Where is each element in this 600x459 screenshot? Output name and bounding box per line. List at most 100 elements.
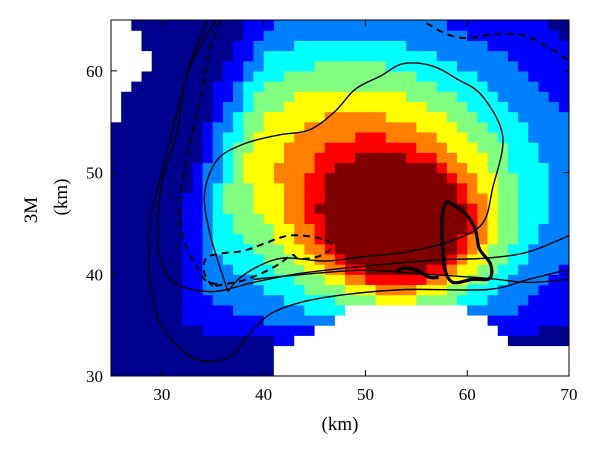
heatmap-cell (385, 142, 397, 153)
heatmap-cell (446, 314, 458, 326)
heatmap-cell (284, 355, 295, 367)
heatmap-cell (212, 314, 224, 326)
heatmap-cell (548, 274, 560, 286)
heatmap-cell (497, 325, 509, 336)
heatmap-cell (111, 172, 122, 184)
heatmap-cell (365, 284, 377, 296)
heatmap-cell (395, 20, 407, 31)
heatmap-cell (477, 131, 489, 143)
heatmap-cell (518, 223, 529, 235)
heatmap-cell (507, 243, 519, 255)
heatmap-cell (192, 20, 204, 31)
heatmap-cell (161, 243, 173, 255)
heatmap-cell (518, 294, 529, 306)
heatmap-cell (385, 111, 397, 123)
heatmap-cell (324, 294, 336, 306)
heatmap-cell (294, 70, 305, 82)
heatmap-cell (192, 81, 204, 92)
heatmap-cell (304, 314, 316, 326)
heatmap-cell (467, 152, 478, 163)
heatmap-cell (365, 304, 377, 316)
heatmap-cell (385, 81, 397, 92)
heatmap-cell (253, 253, 265, 265)
heatmap-cell (294, 213, 305, 225)
heatmap-cell (538, 121, 550, 133)
heatmap-cell (528, 20, 540, 31)
heatmap-cell (538, 355, 550, 367)
heatmap-cell (416, 81, 428, 92)
y-tick-label: 30 (86, 367, 103, 386)
heatmap-cell (477, 243, 489, 255)
heatmap-cell (284, 70, 295, 82)
heatmap-cell (426, 142, 438, 153)
heatmap-cell (141, 20, 153, 31)
heatmap-cell (416, 111, 428, 123)
heatmap-cell (334, 40, 346, 52)
heatmap-cell (141, 30, 153, 41)
heatmap-cell (345, 182, 356, 194)
heatmap-cell (161, 182, 173, 194)
heatmap-cell (161, 131, 173, 143)
heatmap-cell (222, 142, 234, 153)
heatmap-cell (202, 30, 214, 41)
heatmap-cell (538, 264, 550, 275)
heatmap-cell (314, 243, 326, 255)
heatmap-cell (314, 223, 326, 235)
heatmap-cell (161, 142, 173, 153)
heatmap-cell (324, 152, 336, 163)
heatmap-cell (558, 81, 569, 92)
heatmap-cell (324, 325, 336, 336)
heatmap-cell (304, 192, 316, 204)
heatmap-cell (436, 121, 448, 133)
heatmap-cell (141, 294, 153, 306)
heatmap-cell (273, 233, 285, 245)
heatmap-cell (538, 213, 550, 225)
heatmap-cell (385, 60, 397, 72)
heatmap-cell (121, 182, 132, 194)
heatmap-cell (314, 162, 326, 174)
heatmap-cell (131, 81, 143, 92)
heatmap-cell (294, 152, 305, 163)
heatmap-cell (284, 172, 295, 184)
heatmap-cell (151, 50, 163, 62)
heatmap-cell (457, 365, 468, 376)
heatmap-cell (304, 264, 316, 275)
heatmap-cell (182, 131, 194, 143)
heatmap-cell (294, 304, 305, 316)
heatmap-cell (395, 213, 407, 225)
heatmap-cell (558, 253, 569, 265)
heatmap-cell (202, 325, 214, 336)
heatmap-cell (406, 182, 417, 194)
heatmap-cell (172, 223, 183, 235)
heatmap-cell (284, 365, 295, 376)
heatmap-cell (518, 40, 529, 52)
heatmap-cell (233, 40, 244, 52)
heatmap-cell (385, 223, 397, 235)
heatmap-cell (202, 20, 214, 31)
heatmap-cell (212, 91, 224, 102)
heatmap-cell (243, 70, 255, 82)
heatmap-cell (253, 172, 265, 184)
heatmap-cell (416, 172, 428, 184)
heatmap-cell (528, 131, 540, 143)
heatmap-cell (121, 223, 132, 235)
heatmap-cell (446, 365, 458, 376)
heatmap-cell (365, 355, 377, 367)
heatmap-cell (182, 60, 194, 72)
heatmap-cell (233, 162, 244, 174)
heatmap-cell (365, 345, 377, 357)
heatmap-cell (121, 345, 132, 357)
heatmap-cell (263, 304, 275, 316)
heatmap-cell (172, 142, 183, 153)
heatmap-cell (446, 111, 458, 123)
heatmap-cell (558, 172, 569, 184)
heatmap-cell (457, 111, 468, 123)
heatmap-cell (467, 264, 478, 275)
heatmap-cell (507, 70, 519, 82)
heatmap-cell (457, 70, 468, 82)
heatmap-cell (355, 294, 367, 306)
heatmap-cell (355, 253, 367, 265)
heatmap-cell (151, 40, 163, 52)
heatmap-cell (446, 304, 458, 316)
heatmap-cell (426, 30, 438, 41)
